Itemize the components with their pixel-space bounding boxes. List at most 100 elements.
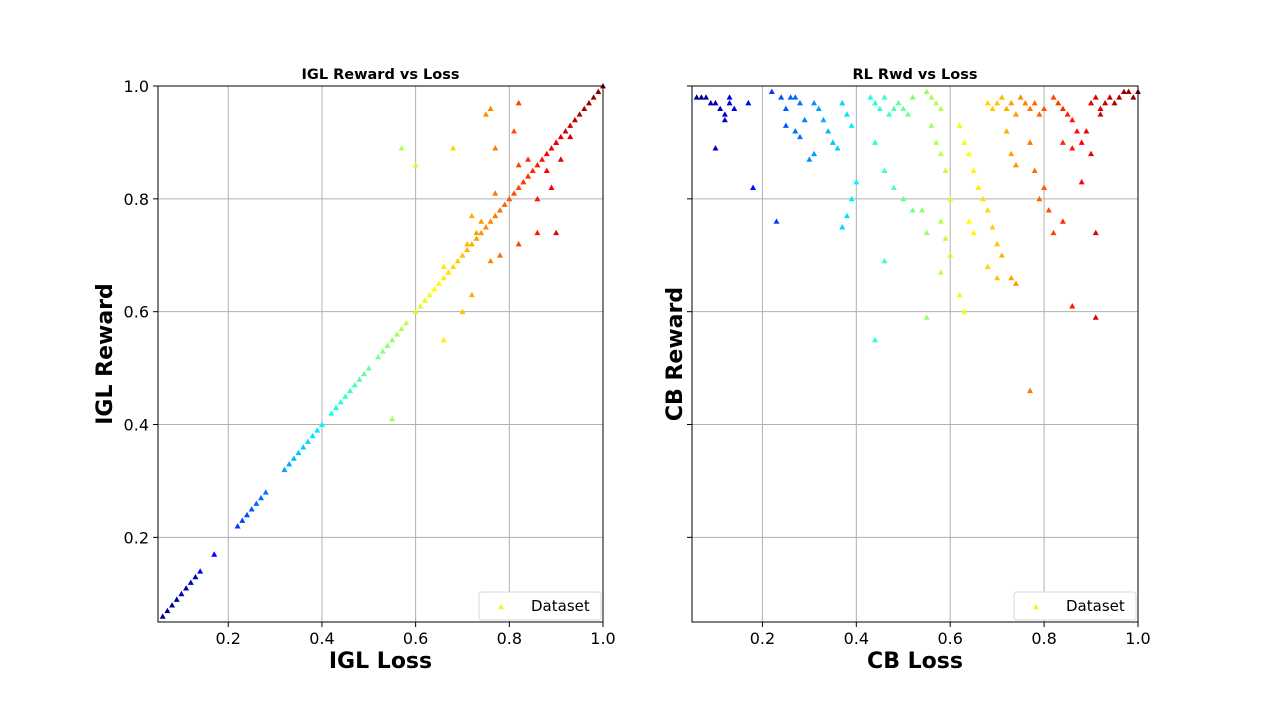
- cb-data-point: [778, 94, 785, 100]
- cb-data-point: [829, 139, 836, 145]
- cb-data-point: [1012, 280, 1019, 286]
- cb-data-point: [965, 150, 972, 157]
- igl-y-tick-label: 0.8: [124, 190, 149, 209]
- cb-data-point: [792, 128, 799, 134]
- cb-data-point: [1012, 161, 1019, 168]
- cb-data-point: [928, 94, 935, 100]
- cb-x-tick-label: 0.4: [844, 629, 869, 648]
- cb-data-point: [796, 133, 803, 140]
- igl-data-point: [426, 291, 433, 298]
- igl-data-point: [393, 331, 400, 337]
- igl-data-point: [548, 145, 555, 151]
- cb-data-point: [703, 94, 710, 100]
- igl-data-point: [534, 195, 541, 202]
- cb-x-tick-label: 0.6: [937, 629, 962, 648]
- cb-data-point: [839, 224, 846, 230]
- cb-data-point: [787, 94, 794, 100]
- igl-x-tick-label: 1.0: [590, 629, 615, 648]
- igl-data-point: [459, 308, 466, 315]
- cb-data-point: [961, 139, 968, 145]
- igl-data-point: [183, 585, 190, 591]
- cb-data-point: [1064, 111, 1071, 117]
- cb-data-point: [1059, 139, 1066, 145]
- cb-data-point: [961, 308, 968, 315]
- cb-data-point: [1125, 88, 1132, 95]
- cb-chart-title: RL Rwd vs Loss: [852, 67, 977, 83]
- cb-data-point: [726, 99, 733, 106]
- igl-data-point: [304, 438, 311, 444]
- cb-data-point: [768, 88, 775, 95]
- cb-data-point: [811, 150, 818, 157]
- igl-y-axis-label: IGL Reward: [93, 283, 118, 425]
- igl-data-point: [548, 184, 555, 190]
- igl-data-point: [496, 207, 503, 213]
- cb-data-point: [712, 99, 719, 106]
- cb-data-point: [1031, 99, 1038, 106]
- igl-data-point: [473, 229, 480, 236]
- cb-data-point: [994, 99, 1001, 106]
- igl-data-point: [473, 235, 480, 241]
- cb-data-point: [886, 111, 893, 117]
- cb-data-point: [782, 105, 789, 111]
- igl-data-point: [187, 579, 194, 585]
- igl-data-point: [468, 240, 475, 247]
- cb-data-point: [1036, 195, 1043, 202]
- igl-legend-label: Dataset: [531, 597, 590, 615]
- igl-grid: [158, 86, 603, 622]
- cb-data-point: [942, 235, 949, 241]
- igl-data-point: [534, 229, 541, 236]
- cb-data-point: [989, 224, 996, 230]
- cb-data-point: [975, 184, 982, 190]
- cb-data-point: [1003, 105, 1010, 111]
- cb-data-point: [904, 111, 911, 117]
- igl-data-point: [543, 167, 550, 174]
- igl-data-point: [351, 382, 358, 388]
- igl-data-point: [515, 184, 522, 190]
- igl-data-point: [197, 568, 204, 574]
- cb-data-point: [1027, 387, 1034, 394]
- igl-data-point: [365, 365, 372, 371]
- igl-data-point: [379, 348, 386, 354]
- cb-data-point: [1069, 116, 1076, 123]
- igl-data-point: [515, 161, 522, 168]
- cb-data-point: [848, 195, 855, 202]
- igl-data-point: [262, 489, 269, 495]
- cb-data-point: [881, 94, 888, 100]
- cb-data-point: [909, 94, 916, 100]
- igl-data-point: [496, 252, 503, 258]
- igl-data-point: [440, 274, 447, 281]
- igl-data-point: [553, 229, 560, 236]
- igl-data-point: [468, 291, 475, 298]
- cb-data-point: [923, 229, 930, 236]
- cb-data-point: [942, 167, 949, 174]
- igl-data-point: [234, 523, 241, 529]
- cb-data-point: [1069, 145, 1076, 151]
- igl-legend: Dataset: [478, 591, 602, 621]
- igl-data-point: [375, 353, 382, 360]
- cb-data-point: [928, 122, 935, 128]
- cb-data-point: [1059, 218, 1066, 224]
- cb-x-tick-label: 0.2: [750, 629, 775, 648]
- igl-legend-marker: [498, 604, 504, 610]
- cb-data-point: [1045, 207, 1052, 213]
- cb-data-point: [843, 111, 850, 117]
- cb-data-point: [1078, 139, 1085, 145]
- cb-data-point: [1008, 99, 1015, 106]
- cb-data-point: [825, 128, 832, 134]
- cb-data-point: [726, 94, 733, 100]
- igl-data-point: [309, 432, 316, 439]
- cb-data-point: [1102, 99, 1109, 106]
- cb-data-point: [1008, 150, 1015, 157]
- igl-data-point: [468, 212, 475, 219]
- igl-data-point: [562, 128, 569, 134]
- igl-x-ticks: 0.2 0.4 0.6 0.8 1.0: [216, 622, 616, 648]
- cb-panel: 0.2 0.4 0.6 0.8 1.0 RL Rwd vs Loss CB Loss C…: [663, 67, 1151, 674]
- cb-data-point: [1088, 150, 1095, 157]
- cb-data-point: [881, 257, 888, 264]
- igl-x-tick-label: 0.4: [309, 629, 334, 648]
- cb-data-point: [970, 167, 977, 174]
- cb-data-point: [998, 94, 1005, 100]
- cb-data-point: [773, 218, 780, 224]
- igl-data-point: [389, 415, 396, 422]
- cb-data-point: [1083, 128, 1090, 134]
